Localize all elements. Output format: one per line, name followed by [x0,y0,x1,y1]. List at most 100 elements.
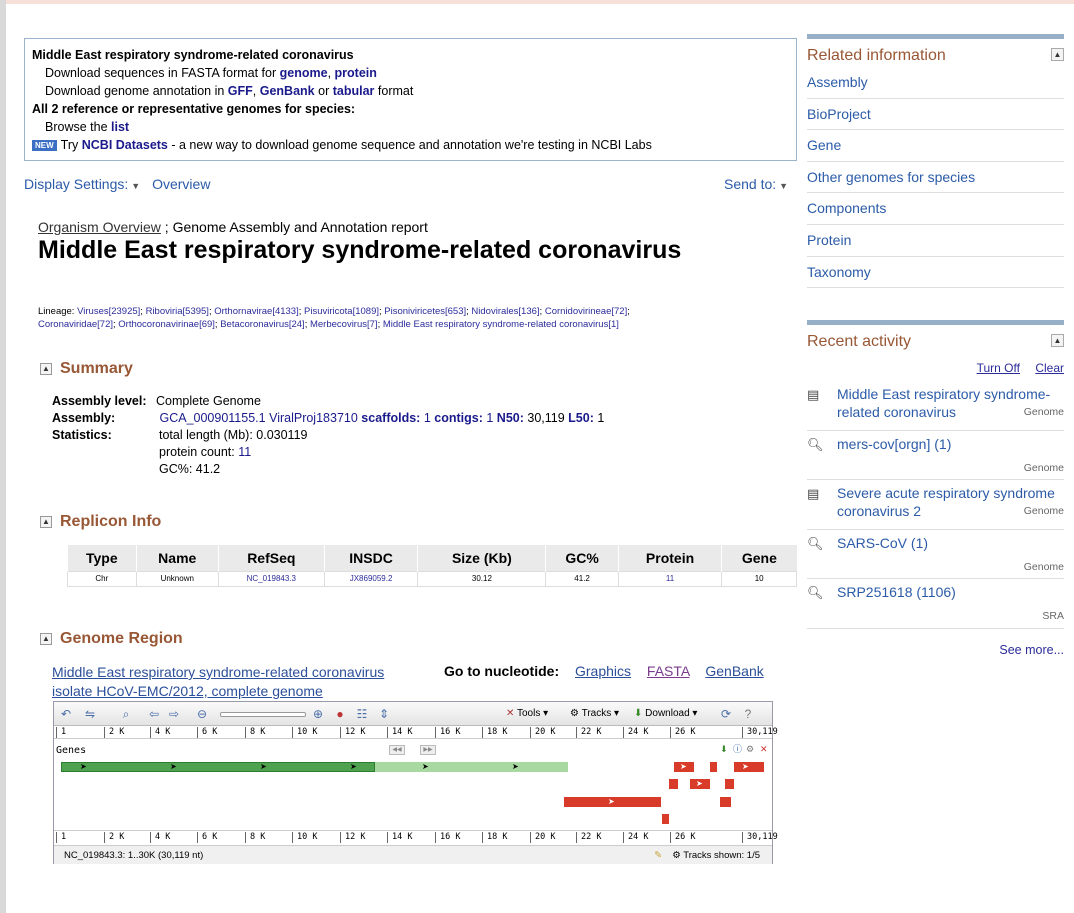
pan-right-icon[interactable]: ⇨ [168,707,180,721]
info-icon[interactable]: ⓘ [733,744,743,754]
recent-item[interactable]: 🔍︎ SRP251618 (1106) SRA [807,579,1064,630]
gene-bar[interactable] [734,762,764,772]
lineage-link[interactable]: Betacoronavirus[24] [220,319,305,330]
gene-bar[interactable] [720,797,731,807]
lineage: Lineage: Viruses[23925]; Riboviria[5395]… [38,306,630,330]
lineage-link[interactable]: Middle East respiratory syndrome-related… [382,319,619,330]
collapse-toggle-icon[interactable]: ▲ [1051,334,1064,348]
gene-bar[interactable] [710,762,717,772]
display-settings-button[interactable]: Display Settings: [24,176,129,192]
lineage-link[interactable]: Pisoniviricetes[653] [384,306,467,317]
insdc-link[interactable]: JX869059.2 [349,574,393,583]
zoom-out-icon[interactable]: ⊖ [196,707,208,721]
gene-bar[interactable] [674,762,694,772]
recent-item[interactable]: ▤ Middle East respiratory syndrome-relat… [807,381,1064,432]
goto-nucleotide: Go to nucleotide: Graphics FASTA GenBank [444,663,764,679]
lineage-link[interactable]: Orthornavirae[4133] [214,306,299,317]
zoom-sequence-icon[interactable]: ● [336,707,344,721]
recent-item[interactable]: 🔍︎ mers-cov[orgn] (1) Genome [807,431,1064,481]
genome-record-link[interactable]: Middle East respiratory syndrome-related… [52,664,385,699]
layout-icon[interactable]: ☷ [356,707,368,721]
related-item-components[interactable]: Components [807,193,1064,225]
download-menu[interactable]: ⬇ Download ▾ [634,708,698,719]
related-item-gene[interactable]: Gene [807,130,1064,162]
undo-icon[interactable]: ↶ [60,707,72,721]
col-header: Size (Kb) [417,545,546,571]
gene-bar[interactable] [690,779,710,789]
caret-down-icon: ▼ [779,181,789,191]
protein-fasta-link[interactable]: protein [334,66,377,80]
related-item-assembly[interactable]: Assembly [807,67,1064,99]
collapse-toggle-icon[interactable]: ▲ [40,516,52,528]
gc-content: GC%: 41.2 [159,462,221,476]
gene-bar[interactable] [375,762,568,772]
assembly-accession-link[interactable]: GCA_000901155.1 [159,411,266,425]
arrow-icon: ➤ [422,762,429,771]
genome-fasta-link[interactable]: genome [279,66,328,80]
flip-strands-icon[interactable]: ⇋ [84,707,96,721]
protein-link[interactable]: 11 [665,574,675,583]
lineage-link[interactable]: Nidovirales[136] [471,306,540,317]
search-icon[interactable]: ⌕ [122,707,130,721]
tracks-shown[interactable]: ✎ ⚙ Tracks shown: 1/5 [654,850,760,861]
refresh-icon[interactable]: ⟳ [720,707,732,721]
tracks-menu[interactable]: ⚙ Tracks ▾ [570,708,620,719]
gene-bar[interactable] [61,762,375,772]
refseq-link[interactable]: NC_019843.3 [246,574,296,583]
related-item-other-genomes[interactable]: Other genomes for species [807,162,1064,194]
close-icon[interactable]: ✕ [760,744,768,754]
turn-off-link[interactable]: Turn Off [976,361,1020,376]
genbank-link[interactable]: GenBank [259,84,315,98]
report-label: Genome Assembly and Annotation report [172,219,428,235]
collapse-toggle-icon[interactable]: ▲ [1051,48,1064,61]
recent-item[interactable]: 🔍︎ SARS-CoV (1) Genome [807,530,1064,580]
search-icon: 🔍︎ [807,437,824,453]
genbank-nucleotide-link[interactable]: GenBank [705,663,764,679]
recent-item[interactable]: ▤ Severe acute respiratory syndrome coro… [807,480,1064,531]
protein-count-link[interactable]: 11 [238,445,252,459]
send-to-button[interactable]: Send to: ▼ [724,176,789,192]
top-accent-bar [0,0,1074,4]
organism-overview-link[interactable]: Organism Overview [38,219,161,235]
track-prev-button[interactable]: ◀◀ [389,745,405,755]
lineage-link[interactable]: Orthocoronavirinae[69] [118,319,215,330]
lineage-link[interactable]: Viruses[23925] [77,306,141,317]
track-next-button[interactable]: ▶▶ [420,745,436,755]
tools-menu[interactable]: ✕ Tools ▾ [506,708,549,719]
col-header: RefSeq [217,545,325,571]
list-link[interactable]: list [111,120,130,134]
overview-format[interactable]: Overview [152,176,211,192]
lineage-link[interactable]: Riboviria[5395] [145,306,209,317]
fasta-link[interactable]: FASTA [646,663,690,679]
download-icon[interactable]: ⬇ [720,744,728,754]
ncbi-datasets-link[interactable]: NCBI Datasets [81,138,168,152]
gene-bar[interactable] [669,779,678,789]
datasets-line: NEW Try NCBI Datasets - a new way to down… [32,136,789,154]
related-item-bioproject[interactable]: BioProject [807,99,1064,131]
lineage-link[interactable]: Merbecovirus[7] [309,319,378,330]
recent-activity-controls: Turn Off Clear [807,361,1064,381]
lineage-link[interactable]: Cornidovirineae[72] [544,306,628,317]
pan-left-icon[interactable]: ⇦ [148,707,160,721]
gene-bar[interactable] [725,779,734,789]
gear-icon[interactable]: ⚙ [746,744,755,754]
gene-bar[interactable] [662,814,669,824]
gff-link[interactable]: GFF [227,84,253,98]
fit-icon[interactable]: ⇕ [378,707,390,721]
graphics-link[interactable]: Graphics [575,663,632,679]
clear-link[interactable]: Clear [1035,361,1064,376]
collapse-toggle-icon[interactable]: ▲ [40,363,52,375]
see-more-link[interactable]: See more... [999,643,1064,658]
gene-bar[interactable] [564,797,661,807]
collapse-toggle-icon[interactable]: ▲ [40,633,52,645]
assembly-name[interactable]: ViralProj183710 [269,411,358,425]
related-item-taxonomy[interactable]: Taxonomy [807,257,1064,289]
lineage-link[interactable]: Pisuviricota[1089] [304,306,379,317]
tabular-link[interactable]: tabular [332,84,375,98]
help-icon[interactable]: ? [744,707,752,721]
lineage-link[interactable]: Coronaviridae[72] [38,319,113,330]
zoom-slider[interactable] [220,712,306,717]
zoom-in-icon[interactable]: ⊕ [312,707,324,721]
related-item-protein[interactable]: Protein [807,225,1064,257]
genome-region-heading: ▲ Genome Region [40,630,183,648]
